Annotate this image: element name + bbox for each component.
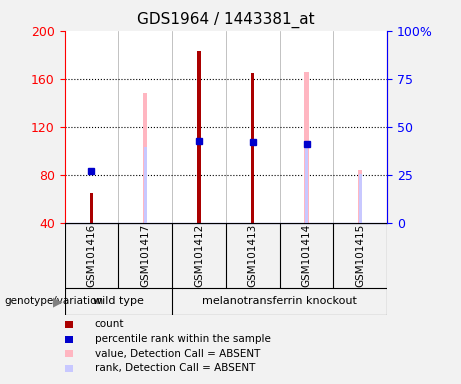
Bar xyxy=(197,93,201,223)
Text: GSM101416: GSM101416 xyxy=(86,224,96,287)
Bar xyxy=(358,170,362,223)
Text: value, Detection Call = ABSENT: value, Detection Call = ABSENT xyxy=(95,349,260,359)
Bar xyxy=(251,73,254,223)
Text: genotype/variation: genotype/variation xyxy=(5,296,104,306)
Bar xyxy=(90,193,93,223)
Bar xyxy=(197,141,201,223)
Bar xyxy=(251,142,254,223)
Text: GSM101414: GSM101414 xyxy=(301,224,312,287)
Text: count: count xyxy=(95,319,124,329)
Title: GDS1964 / 1443381_at: GDS1964 / 1443381_at xyxy=(137,12,315,28)
Bar xyxy=(359,174,362,223)
Text: wild type: wild type xyxy=(93,296,144,306)
Bar xyxy=(305,144,308,223)
Text: GSM101412: GSM101412 xyxy=(194,224,204,287)
Text: GSM101415: GSM101415 xyxy=(355,224,366,287)
Text: ▶: ▶ xyxy=(53,295,62,308)
Text: GSM101417: GSM101417 xyxy=(140,224,150,287)
Bar xyxy=(197,51,201,223)
Text: percentile rank within the sample: percentile rank within the sample xyxy=(95,334,271,344)
Text: rank, Detection Call = ABSENT: rank, Detection Call = ABSENT xyxy=(95,363,255,373)
Text: GSM101413: GSM101413 xyxy=(248,224,258,287)
Bar xyxy=(304,71,309,223)
Bar xyxy=(144,147,147,223)
Text: melanotransferrin knockout: melanotransferrin knockout xyxy=(202,296,357,306)
Bar xyxy=(143,93,148,223)
